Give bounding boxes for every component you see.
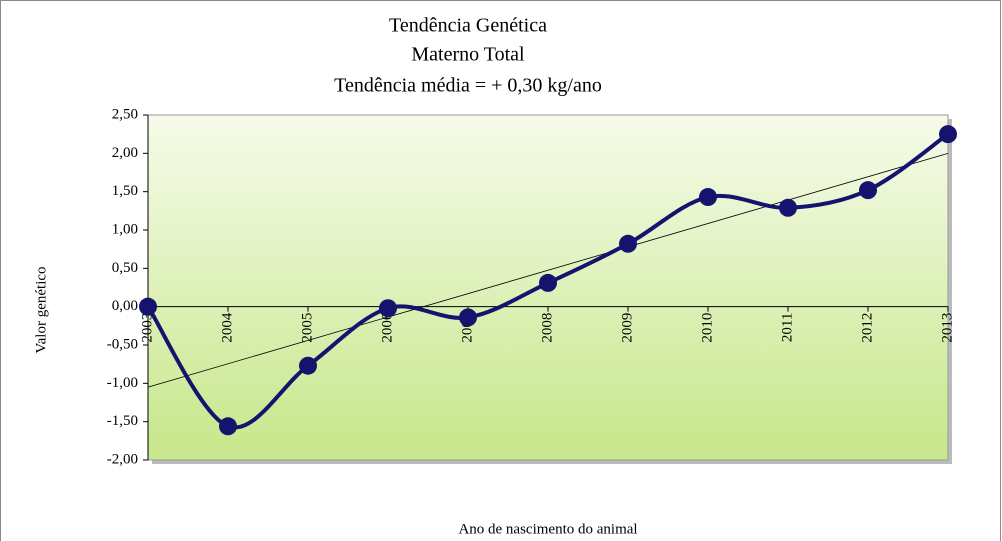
x-tick-label: 2005 [299, 313, 315, 343]
data-point [699, 188, 717, 207]
data-point [139, 297, 157, 316]
x-tick-label: 2012 [859, 313, 875, 343]
data-point [619, 234, 637, 253]
x-tick-label: 2010 [699, 313, 715, 343]
data-point [459, 308, 477, 327]
x-tick-label: 2011 [779, 313, 795, 342]
x-tick-label: 2013 [939, 313, 955, 343]
chart-title: Tendência Genética [389, 15, 547, 37]
y-tick-label: 0,50 [112, 260, 138, 276]
y-tick-label: -0,50 [107, 336, 138, 352]
y-tick-label: -1,50 [107, 413, 138, 429]
y-tick-label: 2,50 [112, 106, 138, 122]
data-point [539, 273, 557, 292]
chart-subtitle: Materno Total [411, 44, 525, 66]
trend-line [147, 152, 949, 388]
data-point [299, 356, 317, 375]
data-point [779, 198, 797, 217]
y-tick-label: 1,50 [112, 183, 138, 199]
chart-subtitle: Tendência média = + 0,30 kg/ano [334, 75, 602, 97]
x-tick-label: 2008 [539, 313, 555, 343]
x-tick-label: 2009 [619, 313, 635, 343]
x-tick-label: 2003 [139, 313, 155, 343]
data-point [379, 299, 397, 318]
y-tick-label: -2,00 [107, 451, 138, 467]
data-point [939, 125, 957, 144]
y-tick-label: 2,00 [112, 145, 138, 161]
y-tick-label: 0,00 [112, 298, 138, 314]
data-point [859, 181, 877, 200]
y-tick-label: -1,00 [107, 375, 138, 391]
x-tick-label: 2004 [219, 312, 235, 343]
x-axis-title: Ano de nascimento do animal [458, 521, 637, 537]
y-axis-title: Valor genético [33, 266, 49, 353]
series-line [146, 132, 950, 430]
data-point [219, 417, 237, 436]
y-tick-label: 1,00 [112, 221, 138, 237]
x-tick-label: 2006 [379, 312, 395, 343]
